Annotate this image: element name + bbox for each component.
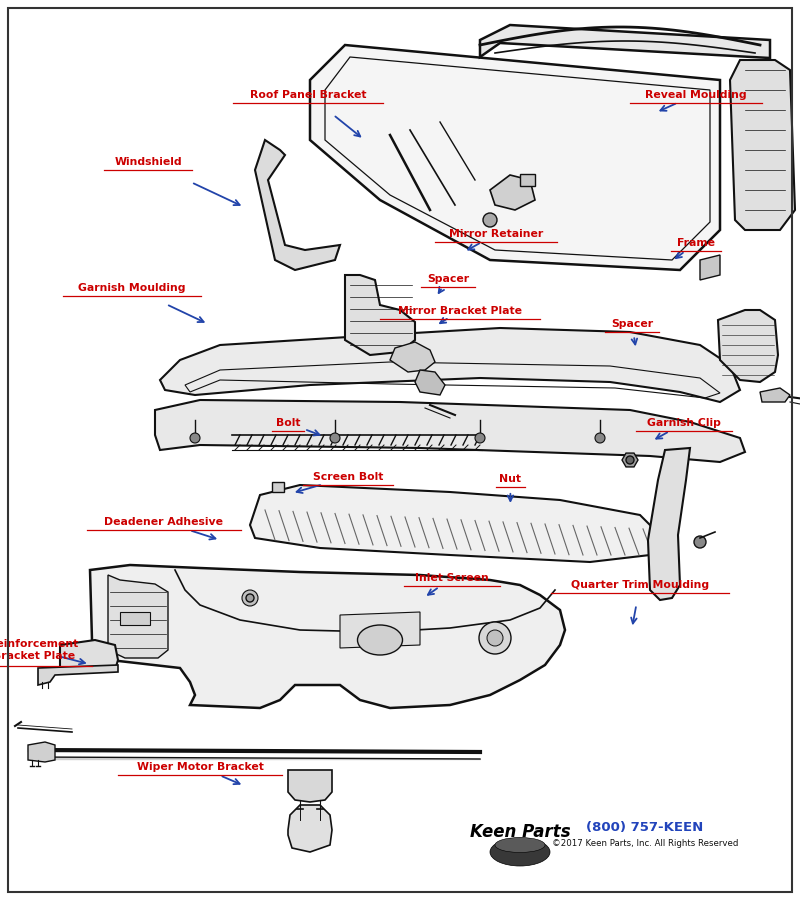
Text: Mirror Bracket Plate: Mirror Bracket Plate [398, 305, 522, 316]
Polygon shape [490, 175, 535, 210]
Text: Bolt: Bolt [276, 418, 300, 428]
Polygon shape [520, 174, 535, 186]
Circle shape [479, 622, 511, 654]
Circle shape [475, 433, 485, 443]
Circle shape [626, 456, 634, 464]
Polygon shape [345, 275, 415, 355]
Polygon shape [480, 25, 770, 58]
Polygon shape [250, 485, 660, 562]
Polygon shape [415, 370, 445, 395]
Text: Frame: Frame [677, 238, 715, 248]
Polygon shape [718, 310, 778, 382]
Text: Spacer: Spacer [427, 274, 469, 284]
Polygon shape [272, 482, 284, 492]
Polygon shape [155, 400, 745, 462]
Polygon shape [760, 388, 790, 402]
Text: Garnish Clip: Garnish Clip [647, 418, 721, 428]
Polygon shape [90, 565, 565, 708]
Circle shape [483, 213, 497, 227]
Text: (800) 757-KEEN: (800) 757-KEEN [586, 822, 704, 834]
Text: Garnish Moulding: Garnish Moulding [78, 283, 186, 293]
Polygon shape [160, 328, 740, 402]
Text: Deadener Adhesive: Deadener Adhesive [105, 517, 223, 527]
Polygon shape [288, 770, 332, 802]
Polygon shape [255, 140, 340, 270]
Polygon shape [310, 45, 720, 270]
Polygon shape [340, 612, 420, 648]
Circle shape [190, 433, 200, 443]
Circle shape [694, 536, 706, 548]
Text: Inlet Screen: Inlet Screen [415, 572, 489, 583]
Circle shape [246, 594, 254, 602]
Polygon shape [390, 342, 435, 372]
Polygon shape [648, 448, 690, 600]
Ellipse shape [495, 838, 545, 852]
Polygon shape [622, 453, 638, 467]
Text: Quarter Trim Moulding: Quarter Trim Moulding [571, 580, 709, 590]
Text: ©2017 Keen Parts, Inc. All Rights Reserved: ©2017 Keen Parts, Inc. All Rights Reserv… [552, 840, 738, 849]
Ellipse shape [358, 625, 402, 655]
Ellipse shape [490, 838, 550, 866]
Polygon shape [28, 742, 55, 762]
Text: Screen Bolt: Screen Bolt [313, 472, 383, 482]
Polygon shape [700, 255, 720, 280]
Polygon shape [730, 60, 795, 230]
Polygon shape [288, 805, 332, 852]
Text: Wiper Motor Bracket: Wiper Motor Bracket [137, 761, 263, 772]
Text: Windshield: Windshield [114, 157, 182, 167]
Text: Roof Panel Bracket: Roof Panel Bracket [250, 89, 366, 100]
Polygon shape [108, 575, 168, 658]
Polygon shape [120, 612, 150, 625]
Polygon shape [60, 640, 118, 670]
Text: Spacer: Spacer [611, 319, 653, 329]
Circle shape [242, 590, 258, 606]
Circle shape [330, 433, 340, 443]
Circle shape [487, 630, 503, 646]
Text: Keen Parts: Keen Parts [470, 823, 570, 841]
Polygon shape [38, 665, 118, 685]
Text: Nut: Nut [499, 473, 522, 484]
Circle shape [595, 433, 605, 443]
Text: Reinforcement
Bracket Plate: Reinforcement Bracket Plate [0, 639, 78, 661]
Text: Mirror Retainer: Mirror Retainer [449, 229, 543, 239]
Text: Reveal Moulding: Reveal Moulding [645, 89, 747, 100]
